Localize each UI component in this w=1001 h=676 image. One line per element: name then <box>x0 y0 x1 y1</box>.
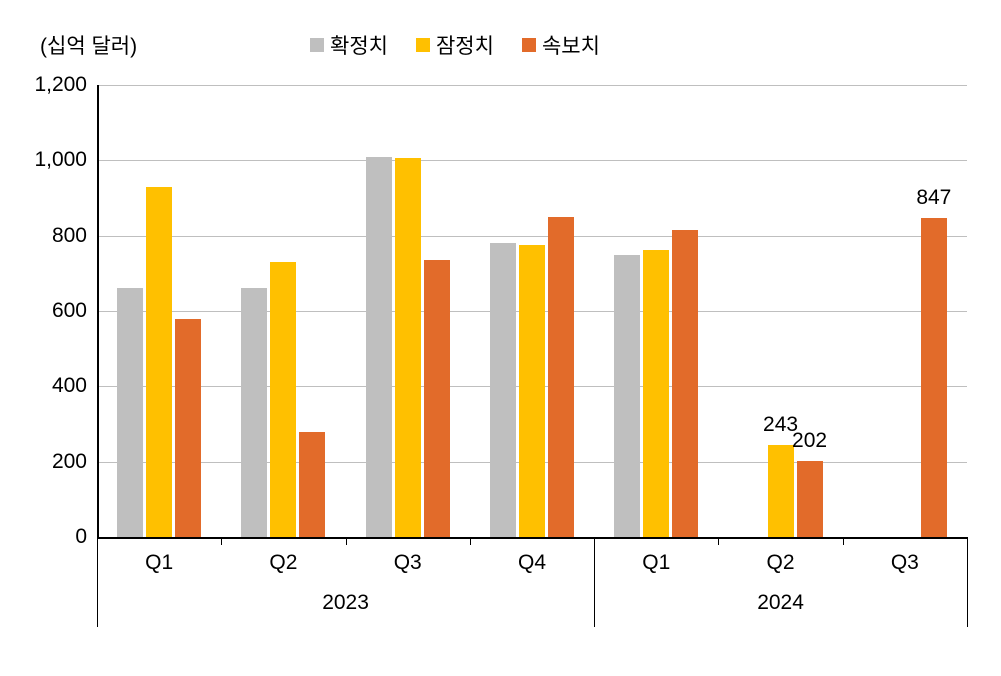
bar <box>490 243 516 537</box>
legend-swatch-2 <box>416 38 430 52</box>
x-quarter-label: Q2 <box>269 551 297 575</box>
x-quarter-label: Q2 <box>767 551 795 575</box>
x-year-divider <box>97 537 98 627</box>
bar <box>921 218 947 537</box>
x-tick <box>346 537 347 545</box>
bar <box>643 250 669 537</box>
bar <box>424 260 450 537</box>
legend-swatch-1 <box>310 38 324 52</box>
y-tick-label: 1,200 <box>27 73 87 97</box>
x-year-divider <box>967 537 968 627</box>
legend-label-3: 속보치 <box>542 30 600 60</box>
bar-data-label: 202 <box>792 429 827 453</box>
gridline <box>97 160 967 161</box>
y-tick-label: 600 <box>27 299 87 323</box>
x-tick <box>221 537 222 545</box>
x-quarter-label: Q1 <box>145 551 173 575</box>
bar <box>548 217 574 537</box>
x-year-label: 2023 <box>322 591 369 615</box>
x-axis-line <box>97 537 967 539</box>
bar <box>146 187 172 537</box>
y-axis-line <box>97 85 99 537</box>
gridline <box>97 85 967 86</box>
x-tick <box>718 537 719 545</box>
y-tick-label: 0 <box>27 525 87 549</box>
bar <box>797 461 823 537</box>
bar <box>270 262 296 537</box>
legend: 확정치 잠정치 속보치 <box>310 30 600 60</box>
y-tick-label: 200 <box>27 450 87 474</box>
x-year-divider <box>594 537 595 627</box>
legend-item-3: 속보치 <box>522 30 600 60</box>
legend-item-1: 확정치 <box>310 30 388 60</box>
x-tick <box>470 537 471 545</box>
bar <box>672 230 698 537</box>
chart-container: (십억 달러) 확정치 잠정치 속보치 0 200 400 600 800 1,000 1,… <box>0 0 1001 676</box>
x-tick <box>843 537 844 545</box>
bar <box>117 288 143 537</box>
bar <box>519 245 545 537</box>
bar <box>299 432 325 537</box>
gridline <box>97 236 967 237</box>
bar <box>395 158 421 537</box>
legend-swatch-3 <box>522 38 536 52</box>
x-quarter-label: Q3 <box>394 551 422 575</box>
bar <box>175 319 201 537</box>
legend-item-2: 잠정치 <box>416 30 494 60</box>
bar <box>614 255 640 538</box>
x-year-label: 2024 <box>757 591 804 615</box>
y-tick-label: 400 <box>27 374 87 398</box>
bar-data-label: 847 <box>916 186 951 210</box>
x-quarter-label: Q3 <box>891 551 919 575</box>
y-axis-unit-label: (십억 달러) <box>40 30 137 60</box>
x-quarter-label: Q4 <box>518 551 546 575</box>
bar <box>768 445 794 537</box>
y-tick-label: 800 <box>27 224 87 248</box>
legend-label-2: 잠정치 <box>436 30 494 60</box>
x-quarter-label: Q1 <box>642 551 670 575</box>
bar <box>241 288 267 537</box>
bar <box>366 157 392 537</box>
plot-area: 243202847 <box>97 85 967 537</box>
legend-label-1: 확정치 <box>330 30 388 60</box>
y-tick-label: 1,000 <box>27 148 87 172</box>
